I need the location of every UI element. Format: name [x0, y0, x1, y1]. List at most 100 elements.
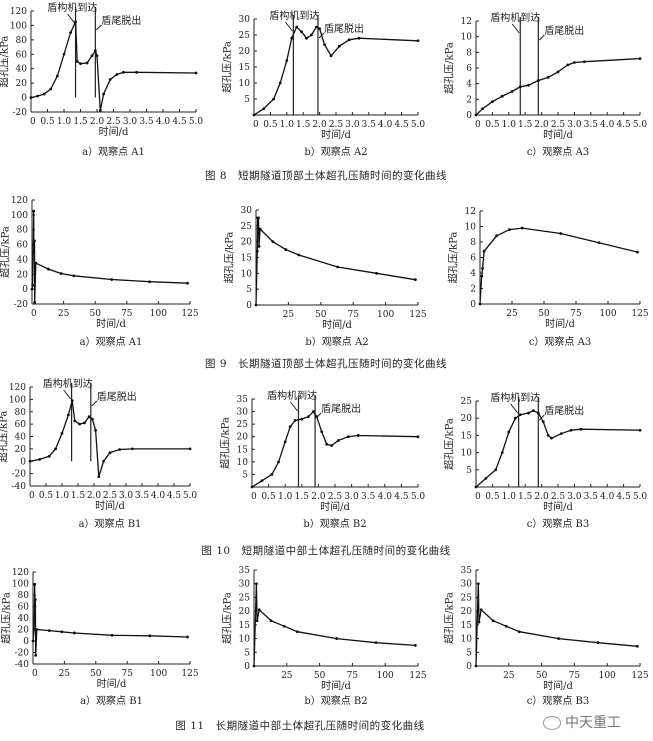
y-tick-label: 20 [237, 433, 249, 443]
y-tick-label: 0 [466, 662, 472, 672]
series-line [253, 25, 419, 116]
x-tick-label: 50 [90, 669, 102, 679]
x-tick-label: 4.0 [378, 492, 393, 502]
data-point [56, 74, 59, 78]
x-tick-label: 0.5 [263, 120, 278, 130]
y-tick-label: 6 [470, 254, 476, 264]
data-point [258, 227, 262, 231]
data-point [60, 630, 64, 634]
y-axis-label: 超孔压/kPa [219, 417, 232, 469]
data-point [479, 608, 483, 612]
subcaption: a）观察点 A1 [80, 335, 143, 348]
x-axis-label: 时间/d [321, 128, 351, 141]
data-point [94, 428, 97, 432]
y-tick-label: 4 [470, 269, 476, 279]
data-point [33, 605, 37, 608]
y-tick-label: 60 [17, 241, 29, 251]
y-tick-label: 5 [242, 470, 248, 480]
data-point [257, 245, 261, 248]
y-tick-label: 0 [23, 637, 29, 647]
x-tick-label: 1.0 [502, 492, 517, 502]
x-tick-label: 25 [58, 309, 70, 319]
y-tick-label: 10 [237, 458, 249, 468]
y-axis-label: 超孔压/kPa [443, 592, 456, 644]
data-point [300, 417, 304, 421]
y-tick-label: 80 [17, 226, 29, 236]
event-label-arrival: 盾构机到达 [490, 11, 540, 24]
data-point [78, 422, 81, 426]
data-point [31, 243, 35, 246]
data-point [271, 240, 275, 244]
x-axis-label: 时间/d [543, 128, 573, 141]
x-axis-label: 时间/d [97, 677, 127, 690]
x-tick-label: 100 [150, 309, 167, 319]
data-point [47, 629, 51, 633]
x-tick-label: 1.0 [57, 117, 72, 127]
y-tick-label: 80 [16, 36, 28, 46]
data-point [546, 76, 550, 79]
chart-1: 0 0.5 1.0 1.5 2.0 2.5 3.0 3.5 4.0 4.5 5.0 5 10 15 20 25… [221, 9, 426, 158]
y-tick-label: 25 [461, 397, 473, 407]
series-line [475, 57, 641, 116]
x-tick-label: 3.5 [584, 492, 599, 502]
x-tick-label: 3.0 [344, 492, 359, 502]
data-point [527, 83, 530, 87]
data-point [98, 109, 102, 112]
y-tick-label: 20 [239, 607, 251, 617]
x-tick-label: 125 [409, 310, 426, 320]
x-tick-label: 0 [475, 492, 481, 502]
x-tick-label: 3.5 [135, 491, 150, 501]
series-line [475, 409, 641, 488]
data-point [518, 413, 522, 417]
x-tick-label: 1.5 [295, 492, 310, 502]
data-point [495, 234, 499, 238]
data-point [131, 447, 134, 451]
data-point [122, 70, 125, 74]
data-point [536, 411, 540, 415]
data-point [288, 425, 292, 429]
data-point [416, 39, 420, 43]
x-tick-label: 125 [181, 669, 198, 679]
x-tick-label: 50 [536, 671, 548, 681]
y-tick-label: 25 [239, 593, 251, 603]
data-point [250, 485, 254, 489]
data-point [29, 96, 33, 99]
event-label-tail: 盾尾脱出 [544, 24, 584, 37]
data-point [518, 85, 522, 89]
data-point [504, 624, 508, 628]
chart-7: 0 0.5 1.0 1.5 2.0 2.5 3.0 3.5 4.0 4.5 5.0 5 10 15 20 25… [219, 389, 426, 530]
x-tick-label: 25 [283, 310, 295, 320]
data-point [517, 630, 521, 634]
chart-5: 25 50 75 100 125 0 2 4 6 8 10 12 时间/d 超孔压/kPa c）观察点 A3 [447, 207, 649, 348]
data-point [357, 36, 361, 40]
data-point [300, 30, 303, 34]
data-point [556, 70, 560, 74]
x-tick-label: 0.5 [261, 492, 276, 502]
x-tick-label: 4.5 [394, 492, 409, 502]
watermark-text: 中天重工 [565, 715, 621, 731]
y-tick-label: 10 [241, 269, 253, 279]
event-arrow [510, 403, 519, 414]
x-tick-label: 1.0 [280, 120, 295, 130]
x-tick-label: 50 [89, 309, 101, 319]
data-point [75, 60, 79, 63]
data-point [481, 266, 484, 270]
y-tick-label: 10 [239, 79, 251, 89]
y-tick-label: 35 [237, 395, 249, 405]
chart-6: 0 0.5 1.0 1.5 2.0 2.5 3.0 3.5 4.0 4.5 5.0 -40 -20 0 20… [0, 377, 197, 530]
x-tick-label: 2.0 [534, 492, 549, 502]
y-tick-label: 40 [18, 614, 30, 624]
y-tick-label: 120 [10, 7, 27, 17]
data-point [257, 608, 261, 612]
data-point [346, 435, 350, 439]
y-tick-label: 2 [466, 95, 472, 105]
x-tick-label: 5.0 [633, 120, 648, 130]
data-point [31, 639, 35, 643]
data-point [93, 49, 97, 53]
chart-8: 0 0.5 1.0 1.5 2.0 2.5 3.0 3.5 4.0 4.5 5.0 5 10 15 20 25… [443, 391, 648, 530]
x-tick-label: 2.0 [90, 117, 105, 127]
data-point [330, 444, 334, 447]
series-line [253, 583, 416, 667]
data-point [484, 477, 488, 480]
event-arrow [63, 389, 71, 400]
